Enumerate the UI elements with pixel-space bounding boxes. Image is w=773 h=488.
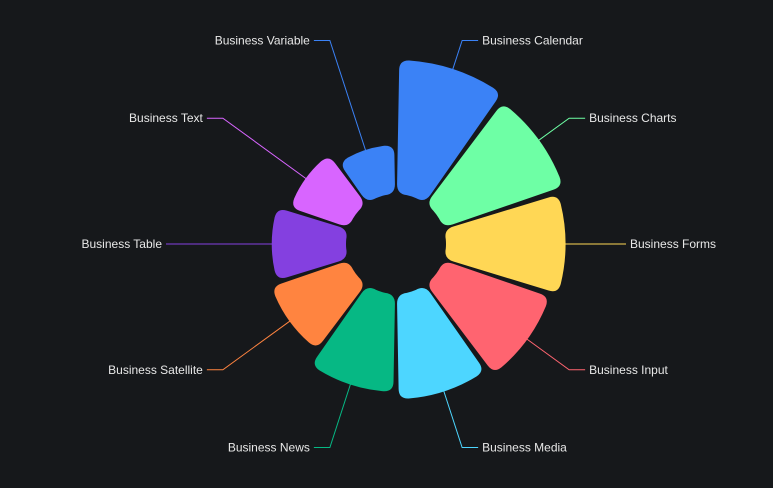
label-business-news: Business News bbox=[228, 441, 310, 455]
leader-business-input bbox=[523, 336, 586, 371]
slice-business-text[interactable] bbox=[293, 158, 363, 226]
slice-business-calendar[interactable] bbox=[397, 60, 499, 200]
leader-business-calendar bbox=[451, 39, 479, 73]
slice-business-charts[interactable] bbox=[429, 106, 561, 226]
label-business-variable: Business Variable bbox=[215, 33, 310, 47]
leader-business-text bbox=[206, 117, 310, 182]
slice-business-satellite[interactable] bbox=[274, 262, 363, 346]
slice-business-media[interactable] bbox=[397, 288, 482, 399]
label-business-table: Business Table bbox=[82, 237, 163, 251]
leader-business-satellite bbox=[206, 318, 294, 371]
leader-lines-group bbox=[166, 39, 626, 449]
slice-business-table[interactable] bbox=[271, 209, 347, 279]
leader-business-charts bbox=[535, 117, 586, 143]
slice-business-news[interactable] bbox=[314, 288, 395, 392]
label-business-satellite: Business Satellite bbox=[108, 363, 203, 377]
slices-group bbox=[271, 60, 566, 399]
label-business-calendar: Business Calendar bbox=[482, 33, 583, 47]
label-business-charts: Business Charts bbox=[589, 111, 676, 125]
leader-business-variable bbox=[313, 39, 368, 154]
leader-business-media bbox=[442, 387, 479, 449]
labels-group: Business Calendar Business Charts Business… bbox=[82, 33, 717, 454]
label-business-input: Business Input bbox=[589, 363, 668, 377]
label-business-text: Business Text bbox=[129, 111, 203, 125]
slice-business-input[interactable] bbox=[429, 262, 547, 371]
slice-business-variable[interactable] bbox=[342, 145, 395, 200]
leader-business-news bbox=[313, 380, 353, 449]
label-business-media: Business Media bbox=[482, 441, 567, 455]
slice-business-forms[interactable] bbox=[445, 196, 566, 292]
label-business-forms: Business Forms bbox=[630, 237, 716, 251]
